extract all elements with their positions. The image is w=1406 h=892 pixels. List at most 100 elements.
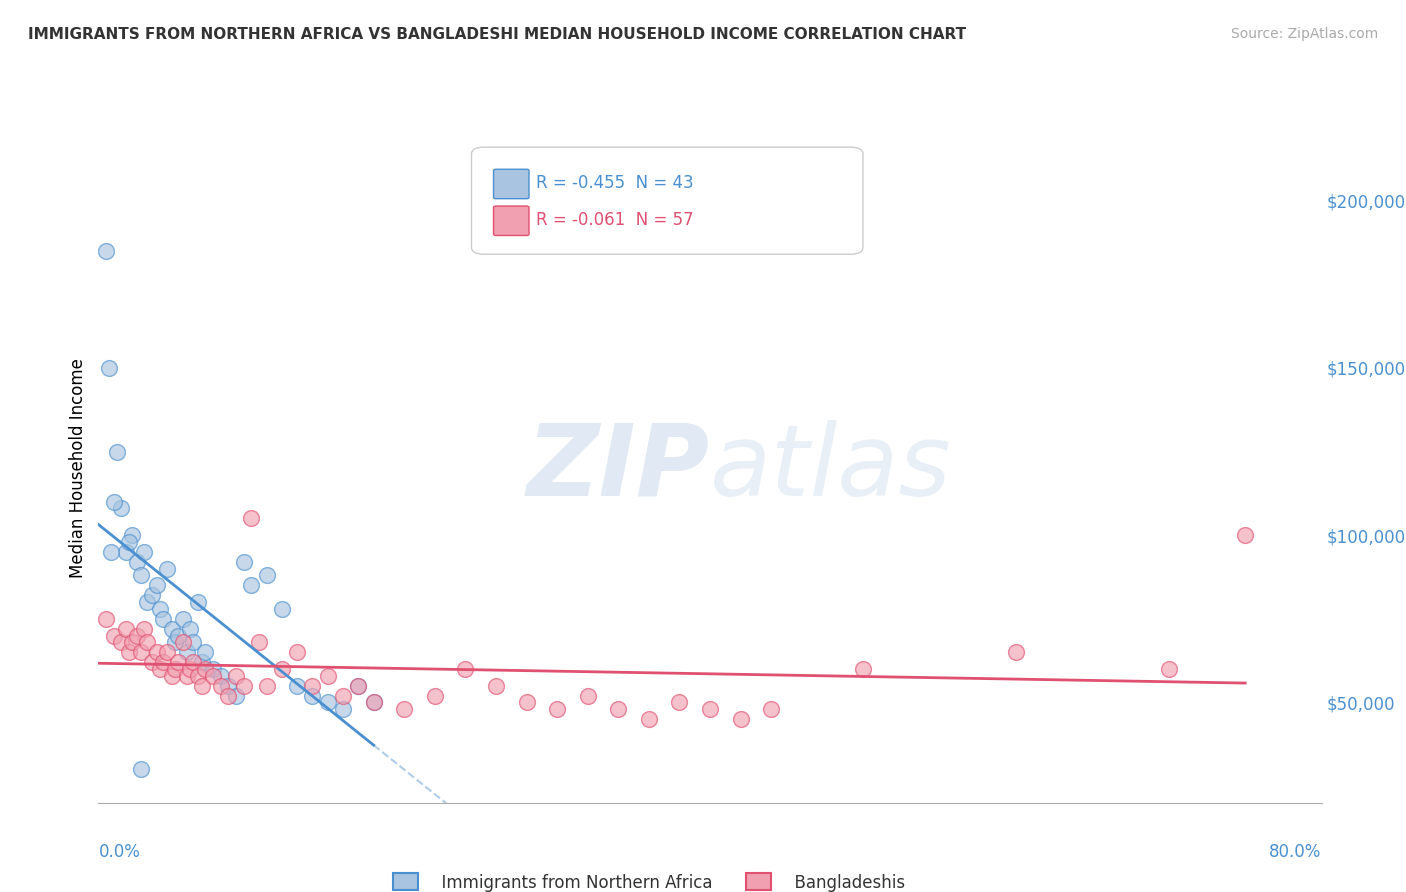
- Point: [110, 501, 132, 516]
- Point: [194, 662, 217, 676]
- Point: [668, 696, 690, 710]
- FancyBboxPatch shape: [494, 206, 529, 235]
- Point: [141, 589, 163, 603]
- Point: [187, 595, 209, 609]
- Point: [637, 712, 661, 726]
- Point: [167, 628, 190, 642]
- Point: [270, 662, 292, 676]
- Point: [232, 679, 254, 693]
- Point: [181, 635, 204, 649]
- Point: [152, 612, 174, 626]
- Text: Source: ZipAtlas.com: Source: ZipAtlas.com: [1230, 27, 1378, 41]
- Point: [225, 689, 247, 703]
- Point: [181, 655, 204, 669]
- Point: [363, 696, 385, 710]
- Point: [118, 534, 141, 549]
- Point: [115, 545, 138, 559]
- Point: [301, 689, 323, 703]
- Point: [187, 669, 209, 683]
- FancyBboxPatch shape: [494, 169, 529, 199]
- Point: [270, 602, 292, 616]
- Point: [217, 679, 239, 693]
- FancyBboxPatch shape: [471, 147, 863, 254]
- Point: [202, 669, 225, 683]
- Point: [191, 655, 214, 669]
- Point: [156, 645, 179, 659]
- Point: [179, 662, 201, 676]
- Point: [256, 679, 278, 693]
- Point: [256, 568, 278, 582]
- Point: [103, 494, 125, 508]
- Point: [152, 655, 174, 669]
- Point: [485, 679, 508, 693]
- Legend:   Immigrants from Northern Africa,   Bangladeshis: Immigrants from Northern Africa, Banglad…: [382, 863, 915, 892]
- Point: [134, 545, 156, 559]
- Point: [167, 655, 190, 669]
- Point: [118, 645, 141, 659]
- Point: [136, 595, 159, 609]
- Point: [730, 712, 752, 726]
- Point: [423, 689, 446, 703]
- Point: [301, 679, 323, 693]
- Point: [176, 669, 198, 683]
- Point: [607, 702, 630, 716]
- Point: [454, 662, 477, 676]
- Point: [145, 578, 167, 592]
- Point: [247, 635, 270, 649]
- Point: [160, 622, 183, 636]
- Point: [129, 762, 152, 776]
- Point: [759, 702, 782, 716]
- Point: [852, 662, 875, 676]
- Point: [172, 635, 194, 649]
- Point: [392, 702, 416, 716]
- Text: R = -0.455  N = 43: R = -0.455 N = 43: [536, 174, 695, 193]
- Point: [1004, 645, 1026, 659]
- Point: [121, 635, 143, 649]
- Point: [105, 444, 128, 458]
- Point: [332, 689, 354, 703]
- Point: [149, 602, 172, 616]
- Point: [699, 702, 721, 716]
- Text: ZIP: ZIP: [527, 420, 710, 516]
- Text: atlas: atlas: [710, 420, 952, 516]
- Point: [100, 545, 122, 559]
- Point: [141, 655, 163, 669]
- Point: [347, 679, 370, 693]
- Point: [225, 669, 247, 683]
- Point: [163, 662, 186, 676]
- Point: [149, 662, 172, 676]
- Point: [103, 628, 125, 642]
- Point: [125, 628, 148, 642]
- Point: [163, 635, 186, 649]
- Y-axis label: Median Household Income: Median Household Income: [69, 359, 87, 578]
- Point: [546, 702, 568, 716]
- Point: [516, 696, 538, 710]
- Text: IMMIGRANTS FROM NORTHERN AFRICA VS BANGLADESHI MEDIAN HOUSEHOLD INCOME CORRELATI: IMMIGRANTS FROM NORTHERN AFRICA VS BANGL…: [28, 27, 966, 42]
- Point: [209, 669, 232, 683]
- Point: [136, 635, 159, 649]
- Point: [363, 696, 385, 710]
- Point: [202, 662, 225, 676]
- Point: [125, 555, 148, 569]
- Point: [129, 645, 152, 659]
- Point: [115, 622, 138, 636]
- Point: [285, 679, 308, 693]
- Point: [209, 679, 232, 693]
- Point: [285, 645, 308, 659]
- Point: [1157, 662, 1180, 676]
- Point: [176, 645, 198, 659]
- Point: [110, 635, 132, 649]
- Point: [145, 645, 167, 659]
- Point: [232, 555, 254, 569]
- Point: [240, 578, 263, 592]
- Point: [332, 702, 354, 716]
- Point: [347, 679, 370, 693]
- Point: [1234, 528, 1257, 542]
- Point: [156, 562, 179, 576]
- Point: [194, 645, 217, 659]
- Point: [121, 528, 143, 542]
- Point: [576, 689, 599, 703]
- Text: 80.0%: 80.0%: [1270, 843, 1322, 861]
- Point: [134, 622, 156, 636]
- Point: [98, 361, 121, 376]
